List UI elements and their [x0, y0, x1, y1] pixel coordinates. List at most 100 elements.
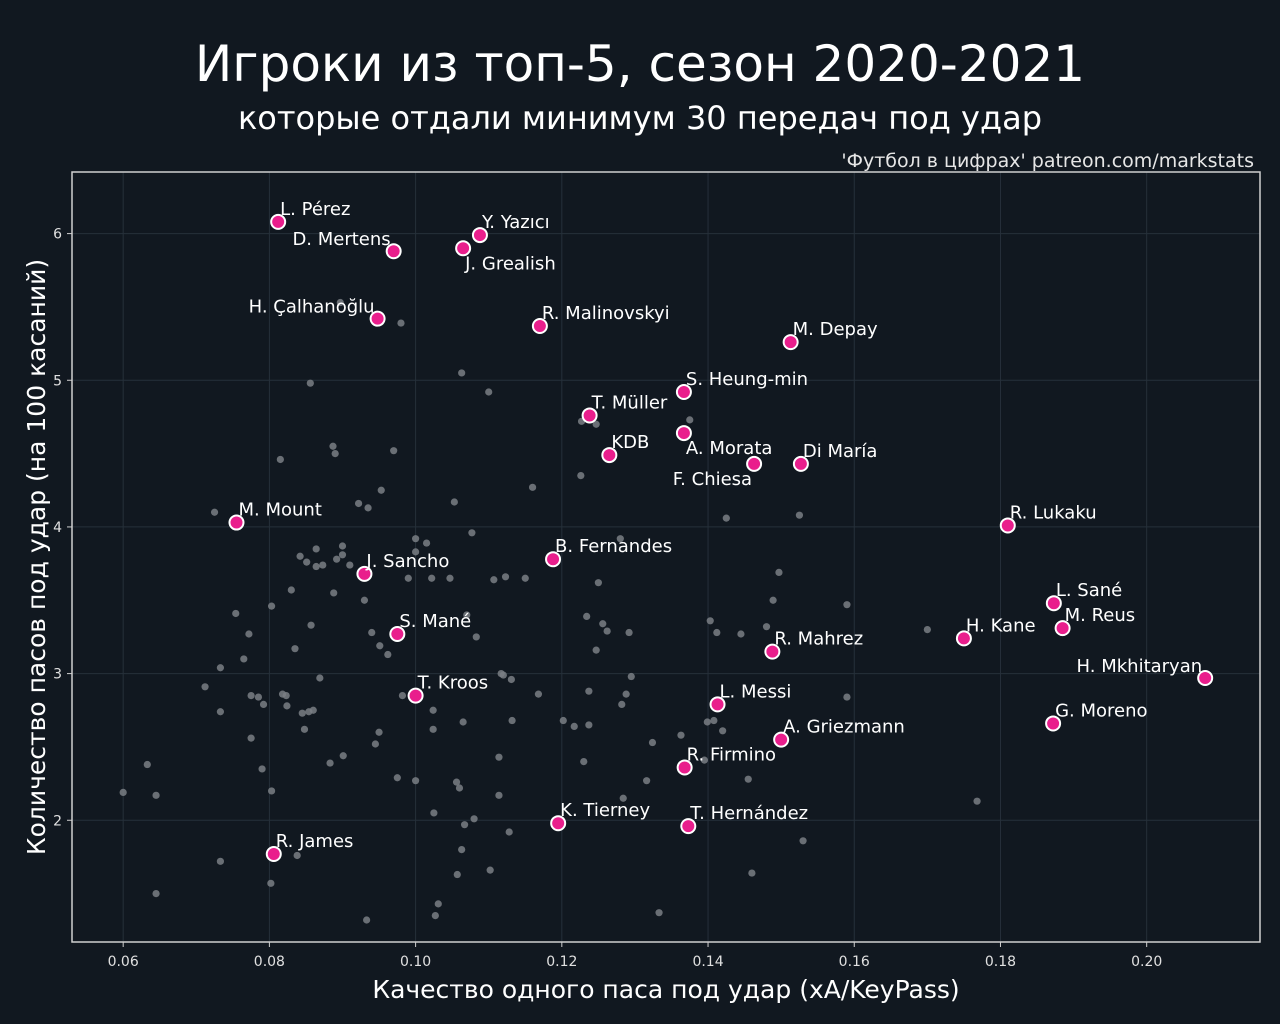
other-player-point — [152, 890, 160, 898]
other-player-point — [216, 708, 225, 716]
player-label: H. Kane — [966, 615, 1036, 636]
other-player-point — [143, 760, 151, 769]
player-label: A. Morata — [686, 438, 773, 459]
other-player-point — [346, 561, 354, 569]
other-player-point — [287, 586, 295, 594]
other-player-point — [592, 420, 600, 428]
player-label: J. Grealish — [464, 253, 556, 274]
other-player-point — [643, 777, 651, 785]
highlighted-player-point — [675, 425, 692, 442]
highlighted-player-point — [385, 243, 402, 260]
other-player-point — [330, 589, 338, 597]
player-label: L. Messi — [720, 681, 792, 702]
x-tick-label: 0.20 — [1131, 954, 1162, 970]
other-player-point — [722, 514, 730, 522]
other-player-point — [306, 379, 314, 387]
other-player-point — [363, 916, 371, 924]
other-player-point — [616, 535, 624, 543]
other-player-point — [775, 568, 783, 577]
other-player-point — [452, 778, 461, 786]
other-player-point — [201, 683, 209, 691]
other-player-point — [210, 508, 219, 516]
other-player-point — [152, 791, 160, 799]
highlighted-player-point — [676, 759, 693, 776]
player-label: D. Mertens — [292, 229, 390, 250]
other-player-point — [368, 628, 376, 637]
other-player-point — [331, 450, 339, 458]
other-player-point — [655, 909, 663, 917]
player-label: S. Mané — [399, 611, 471, 632]
other-player-point — [232, 609, 240, 618]
other-player-point — [737, 630, 745, 638]
other-player-point — [412, 535, 420, 543]
player-label: T. Müller — [591, 392, 668, 413]
other-player-point — [799, 837, 807, 845]
highlighted-player-point — [680, 818, 697, 835]
other-player-point — [618, 700, 626, 709]
other-player-point — [458, 369, 466, 377]
other-player-point — [458, 846, 466, 854]
other-player-point — [377, 486, 385, 494]
player-label: T. Hernández — [689, 803, 808, 824]
other-player-point — [455, 784, 464, 792]
other-player-point — [973, 797, 981, 805]
other-player-point — [577, 472, 585, 480]
other-player-point — [622, 690, 630, 698]
other-player-point — [700, 756, 708, 764]
other-player-point — [619, 794, 627, 802]
chart-title: Игроки из топ-5, сезон 2020-2021 — [194, 35, 1086, 93]
other-player-point — [354, 499, 363, 508]
other-player-point — [648, 738, 657, 747]
other-player-point — [719, 727, 727, 735]
player-label: KDB — [611, 432, 649, 453]
other-player-point — [336, 298, 344, 307]
player-label: H. Mkhitaryan — [1077, 656, 1203, 677]
other-player-point — [495, 791, 503, 799]
other-player-point — [429, 706, 437, 714]
other-player-point — [703, 718, 711, 726]
other-player-point — [459, 718, 467, 726]
player-label: G. Moreno — [1055, 700, 1147, 721]
other-player-point — [677, 731, 685, 739]
other-player-point — [412, 777, 420, 785]
highlighted-player-point — [1045, 595, 1062, 612]
other-player-point — [390, 447, 398, 455]
other-player-point — [329, 442, 337, 450]
player-labels-layer: L. Pérez D. Mertens Y. Yazıcı J. Grealish H.… — [238, 199, 1202, 852]
other-player-point — [585, 721, 593, 729]
x-tick-label: 0.18 — [985, 954, 1016, 970]
other-player-point — [472, 633, 480, 641]
other-player-point — [434, 900, 442, 908]
grid-layer — [72, 172, 1260, 942]
highlighted-player-point — [601, 447, 618, 464]
other-player-point — [333, 555, 341, 563]
other-player-point — [686, 416, 694, 424]
other-player-point — [490, 576, 498, 584]
highlighted-player-point — [782, 334, 799, 351]
tick-labels-layer: 0.06 0.08 0.10 0.12 0.14 0.16 0.18 0.20 2 3 4 5 6 — [53, 227, 1162, 970]
highlighted-player-point — [545, 551, 562, 568]
other-player-point — [521, 574, 529, 582]
x-tick-label: 0.06 — [108, 954, 139, 970]
x-tick-label: 0.08 — [254, 954, 285, 970]
other-player-point — [283, 702, 291, 710]
other-player-point — [585, 687, 593, 695]
other-player-point — [393, 774, 401, 782]
other-player-point — [360, 596, 369, 604]
highlighted-player-point — [265, 846, 282, 862]
other-player-point — [316, 674, 324, 682]
other-player-point — [312, 562, 320, 571]
other-player-point — [119, 788, 127, 797]
other-player-point — [795, 511, 804, 519]
player-label: L. Pérez — [280, 199, 350, 220]
other-player-point — [429, 725, 437, 733]
other-player-point — [258, 765, 266, 773]
other-player-point — [505, 828, 513, 836]
highlighted-player-point — [999, 517, 1016, 534]
highlighted-player-point — [550, 815, 567, 832]
other-player-point — [254, 693, 263, 701]
other-player-point — [485, 388, 493, 396]
other-player-point — [583, 612, 591, 621]
other-player-point — [339, 752, 347, 760]
